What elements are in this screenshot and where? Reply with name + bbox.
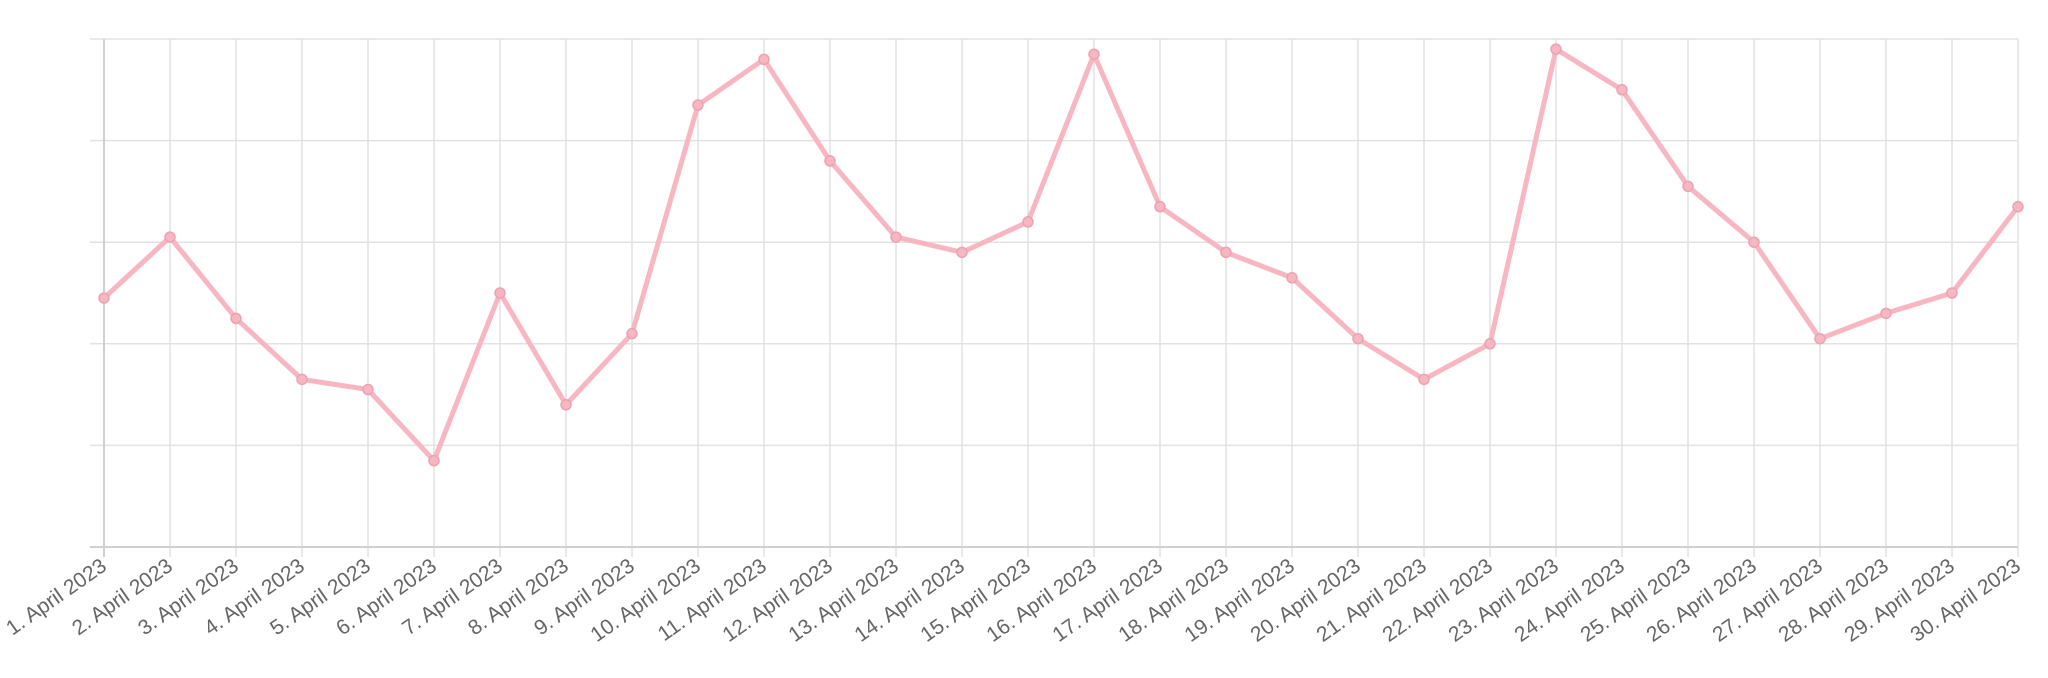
data-point xyxy=(230,312,242,325)
data-point xyxy=(1946,287,1958,299)
data-point xyxy=(560,399,572,411)
data-point xyxy=(758,53,770,66)
data-point xyxy=(1022,216,1034,228)
data-point xyxy=(1814,332,1826,345)
data-point xyxy=(362,383,374,396)
data-point xyxy=(428,454,440,467)
data-point xyxy=(1484,338,1496,350)
data-point xyxy=(2012,200,2024,213)
data-point xyxy=(1682,180,1694,193)
data-point xyxy=(1616,84,1628,96)
data-point xyxy=(1550,43,1562,55)
data-point xyxy=(626,327,638,340)
data-point xyxy=(494,287,506,299)
data-point xyxy=(1220,246,1232,259)
data-point xyxy=(1352,332,1364,345)
data-point xyxy=(1088,48,1100,60)
data-line xyxy=(102,46,2020,464)
data-point xyxy=(890,231,902,243)
data-point xyxy=(692,99,704,111)
data-point xyxy=(956,246,968,259)
data-point xyxy=(1748,236,1760,248)
data-point xyxy=(1286,272,1298,284)
data-point xyxy=(1418,373,1430,386)
data-point xyxy=(98,292,110,304)
data-point xyxy=(1880,307,1892,320)
data-point xyxy=(164,231,176,243)
data-point xyxy=(824,155,836,167)
data-point xyxy=(1154,200,1166,213)
data-point xyxy=(296,373,308,386)
